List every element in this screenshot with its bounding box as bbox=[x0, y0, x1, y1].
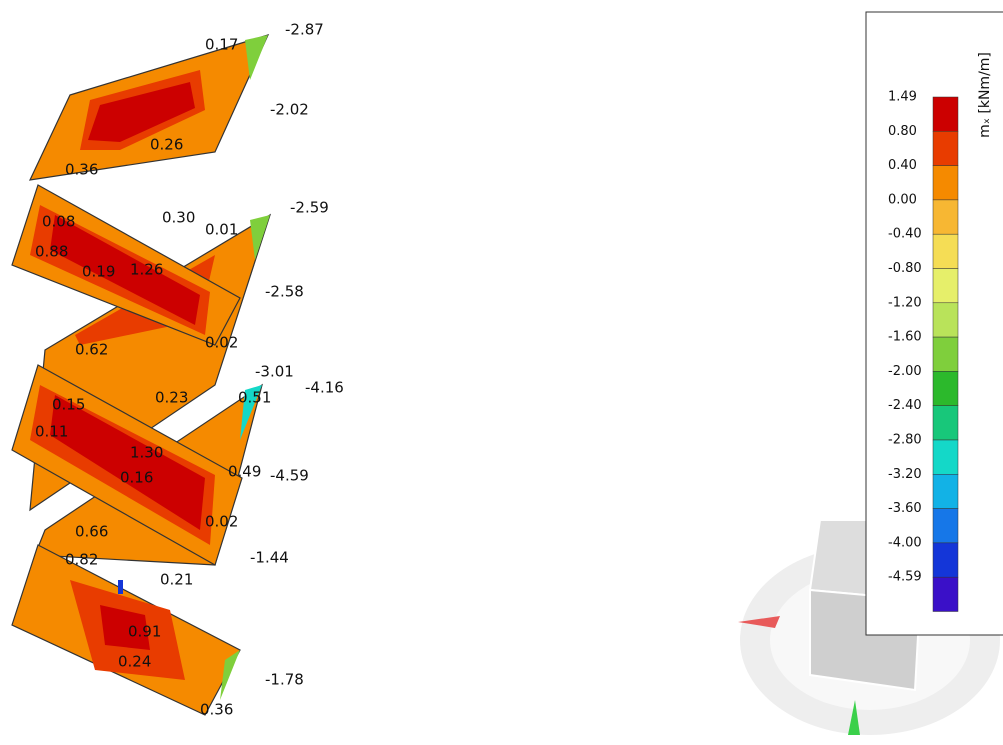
legend-level: 1.49 bbox=[888, 90, 917, 105]
legend-swatch bbox=[932, 131, 959, 166]
legend-level: -1.20 bbox=[888, 295, 922, 310]
legend-level: -2.80 bbox=[888, 433, 922, 448]
contour-label: 0.19 bbox=[82, 263, 115, 281]
contour-label: -4.59 bbox=[270, 467, 309, 485]
contour-label: 0.36 bbox=[200, 701, 233, 719]
legend-swatch bbox=[932, 474, 959, 509]
contour-label: 0.11 bbox=[35, 423, 68, 441]
contour-label: 0.62 bbox=[75, 341, 108, 359]
contour-label: -1.44 bbox=[250, 549, 289, 567]
model: -2.87 0.17 -2.02 0.26 0.36 -2.59 0.08 0.30 0.01 0… bbox=[11, 21, 344, 719]
legend-level: 0.80 bbox=[888, 124, 917, 139]
legend-swatch bbox=[932, 199, 959, 235]
legend-swatch bbox=[932, 439, 959, 475]
legend-swatch bbox=[932, 336, 959, 372]
legend-level: -2.40 bbox=[888, 398, 922, 413]
contour bbox=[250, 215, 270, 260]
contour bbox=[88, 82, 195, 142]
contour-label: 0.16 bbox=[120, 469, 153, 487]
legend-swatch bbox=[932, 542, 959, 578]
contour-label: 0.21 bbox=[160, 571, 193, 589]
contour-label: 0.66 bbox=[75, 523, 108, 541]
legend-swatch bbox=[932, 233, 959, 269]
axis-marker bbox=[118, 580, 123, 594]
legend-level: -0.80 bbox=[888, 261, 922, 276]
contour-label: -2.87 bbox=[285, 21, 324, 39]
contour-label: 0.01 bbox=[205, 221, 238, 239]
legend-level: 0.40 bbox=[888, 158, 917, 173]
contour bbox=[220, 650, 240, 700]
contour bbox=[100, 605, 150, 650]
contour bbox=[50, 215, 200, 325]
contour-label: 0.88 bbox=[35, 243, 68, 261]
legend-swatch bbox=[932, 165, 959, 201]
legend-swatch bbox=[932, 576, 959, 612]
contour-label: -3.01 bbox=[255, 363, 294, 381]
legend-swatch bbox=[932, 268, 959, 304]
contour-label: -2.59 bbox=[290, 199, 329, 217]
contour-label: -4.16 bbox=[305, 379, 344, 397]
legend: mₓ [kNm/m] 1.49 0.80 0.40 0.00 -0.40 -0.80 -1.… bbox=[865, 11, 1003, 636]
contour-label: 0.30 bbox=[162, 209, 195, 227]
contour-label: 0.82 bbox=[65, 551, 98, 569]
legend-level: -0.40 bbox=[888, 227, 922, 242]
x-axis bbox=[738, 616, 780, 628]
legend-swatch bbox=[932, 96, 959, 132]
legend-swatch bbox=[932, 302, 959, 338]
legend-level: -3.60 bbox=[888, 501, 922, 516]
legend-level: 0.00 bbox=[888, 192, 917, 207]
legend-title: mₓ [kNm/m] bbox=[977, 52, 993, 138]
contour-label: -2.58 bbox=[265, 283, 304, 301]
contour-label: 0.91 bbox=[128, 623, 161, 641]
legend-level: -2.00 bbox=[888, 364, 922, 379]
contour-label: 0.24 bbox=[118, 653, 151, 671]
contour-label: -2.02 bbox=[270, 101, 309, 119]
y-axis bbox=[848, 700, 860, 735]
contour-label: 1.30 bbox=[130, 444, 163, 462]
contour bbox=[50, 395, 205, 530]
contour-label: 0.51 bbox=[238, 389, 271, 407]
legend-swatch bbox=[932, 508, 959, 544]
legend-level: -3.20 bbox=[888, 467, 922, 482]
contour-label: 0.02 bbox=[205, 513, 238, 531]
contour-label: 0.15 bbox=[52, 396, 85, 414]
contour-label: 0.23 bbox=[155, 389, 188, 407]
legend-level: -4.59 bbox=[888, 570, 922, 585]
contour-label: 0.17 bbox=[205, 36, 238, 54]
contour-label: 0.02 bbox=[205, 334, 238, 352]
legend-swatch bbox=[932, 405, 959, 441]
legend-swatch bbox=[932, 371, 959, 406]
contour-label: -1.78 bbox=[265, 671, 304, 689]
contour-label: 0.36 bbox=[65, 161, 98, 179]
legend-level: -1.60 bbox=[888, 330, 922, 345]
contour-label: 0.26 bbox=[150, 136, 183, 154]
contour-label: 1.26 bbox=[130, 261, 163, 279]
legend-level: -4.00 bbox=[888, 535, 922, 550]
contour bbox=[245, 35, 268, 80]
contour bbox=[240, 385, 262, 440]
contour-label: 0.08 bbox=[42, 213, 75, 231]
contour-label: 0.49 bbox=[228, 463, 261, 481]
